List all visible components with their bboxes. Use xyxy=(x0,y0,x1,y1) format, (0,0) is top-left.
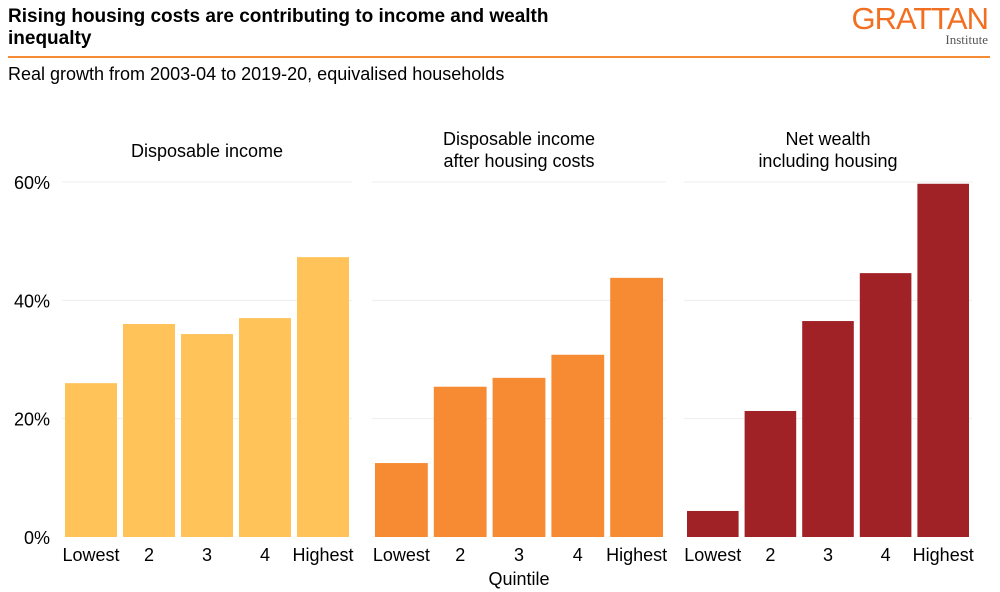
x-tick-label: Highest xyxy=(913,545,974,565)
bar-2-highest xyxy=(610,277,663,537)
logo-text: GRATTAN xyxy=(851,1,989,36)
chart-subtitle: Real growth from 2003-04 to 2019-20, equ… xyxy=(8,64,505,84)
bar-2-4 xyxy=(551,354,605,537)
panel-title: after housing costs xyxy=(443,151,594,171)
x-tick-label: 2 xyxy=(144,545,154,565)
chart-title: Rising housing costs are contributing to… xyxy=(8,6,549,49)
x-tick-label: 2 xyxy=(765,545,775,565)
panel-title: Disposable income xyxy=(131,141,283,161)
y-tick-label: 60% xyxy=(14,173,50,193)
x-tick-label: Lowest xyxy=(373,545,430,565)
bar-3-3 xyxy=(802,321,854,537)
y-tick-label: 20% xyxy=(14,410,50,430)
logo-sub: Institute xyxy=(945,32,988,47)
x-axis-label: Quintile xyxy=(488,569,549,589)
x-tick-label: Lowest xyxy=(62,545,119,565)
x-tick-label: 4 xyxy=(260,545,270,565)
bar-3-2 xyxy=(744,410,797,537)
x-tick-label: 2 xyxy=(455,545,465,565)
panel-title: Disposable income xyxy=(443,129,595,149)
x-tick-label: Highest xyxy=(292,545,353,565)
bar-1-3 xyxy=(181,334,233,537)
bar-3-4 xyxy=(859,273,912,537)
bar-2-2 xyxy=(433,386,487,537)
bar-2-lowest xyxy=(375,463,428,537)
x-tick-label: 3 xyxy=(823,545,833,565)
x-tick-label: 4 xyxy=(573,545,583,565)
y-tick-label: 0% xyxy=(24,528,50,548)
bar-2-3 xyxy=(492,377,546,537)
x-tick-label: 3 xyxy=(202,545,212,565)
header-divider xyxy=(8,56,990,58)
bar-1-lowest xyxy=(65,383,117,537)
bar-1-4 xyxy=(239,318,291,537)
bar-1-2 xyxy=(123,324,175,537)
panel-title: including housing xyxy=(758,151,897,171)
bar-1-highest xyxy=(297,257,349,537)
x-tick-label: 4 xyxy=(881,545,891,565)
x-tick-label: Lowest xyxy=(684,545,741,565)
y-tick-label: 40% xyxy=(14,291,50,311)
bar-3-highest xyxy=(917,183,969,537)
x-tick-label: 3 xyxy=(514,545,524,565)
panel-title: Net wealth xyxy=(785,129,870,149)
grattan-logo: GRATTAN Institute xyxy=(851,1,989,48)
bar-3-lowest xyxy=(687,510,739,537)
x-tick-label: Highest xyxy=(606,545,667,565)
